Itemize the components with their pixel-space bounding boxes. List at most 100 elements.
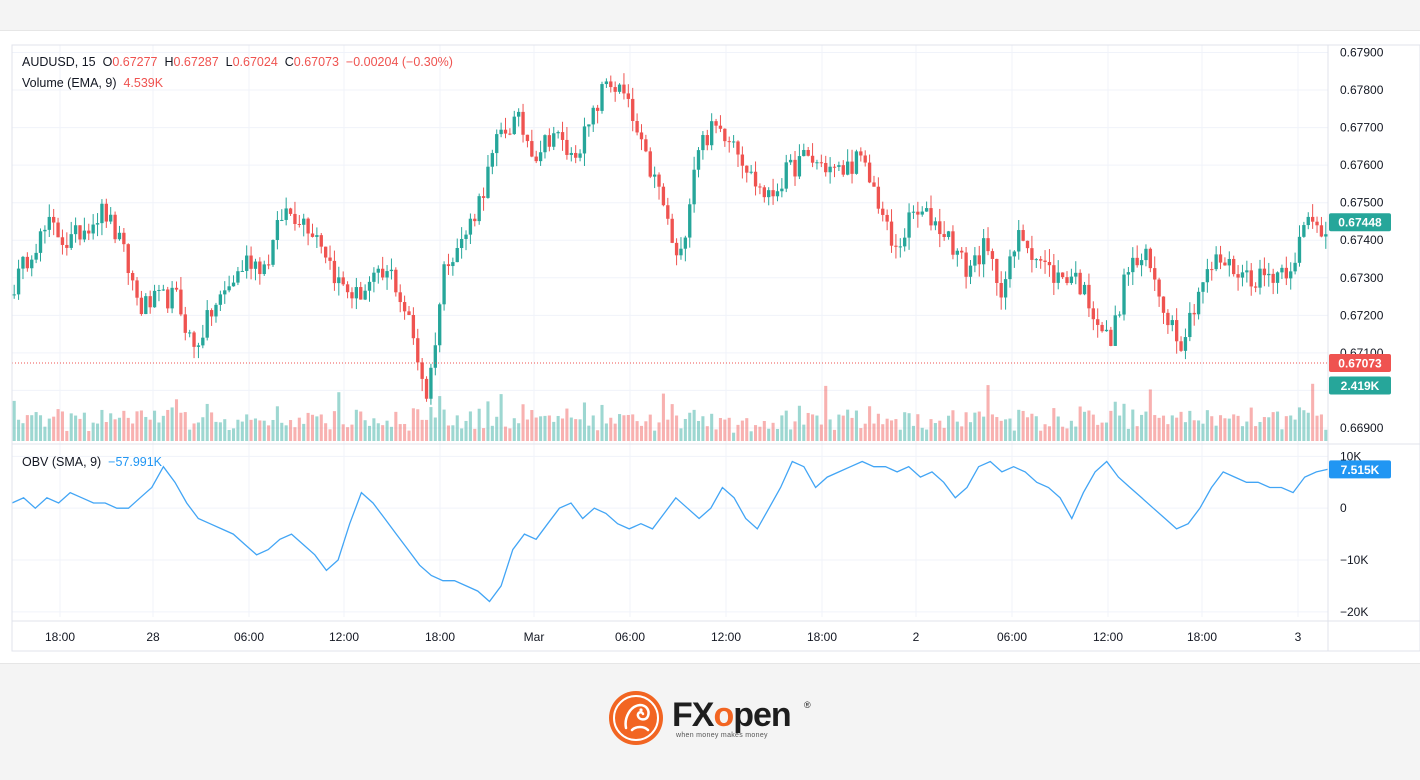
candle-body [784, 162, 788, 189]
volume-bar [925, 429, 929, 441]
volume-bar [1025, 417, 1030, 441]
volume-bar [135, 411, 139, 441]
candle-body [451, 262, 455, 267]
volume-bar [253, 418, 257, 441]
candle-body [65, 244, 69, 248]
candle-body [872, 182, 876, 187]
volume-bar [381, 425, 385, 441]
volume-bar [933, 423, 937, 441]
candle-body [1210, 269, 1214, 271]
price-legend: AUDUSD, 15 O0.67277 H0.67287 L0.67024 C0… [22, 55, 453, 69]
time-tick-label: 06:00 [615, 630, 645, 644]
time-tick-label: 18:00 [45, 630, 75, 644]
volume-bar [157, 422, 161, 441]
volume-bar [644, 421, 648, 441]
candle-body [21, 256, 25, 269]
candle-body [657, 174, 661, 187]
volume-bar [881, 424, 885, 441]
candle-body [231, 282, 236, 287]
volume-bar [82, 412, 86, 441]
candle-body [302, 218, 306, 225]
volume-bar [43, 426, 47, 441]
candle-body [1271, 273, 1275, 283]
candle-body [1324, 234, 1328, 237]
volume-bar [275, 406, 279, 441]
candle-body [749, 171, 753, 173]
volume-bar [464, 420, 468, 441]
volume-bar [574, 419, 578, 441]
candle-body [328, 257, 332, 261]
volume-bar [1096, 424, 1100, 441]
candle-body [1091, 308, 1095, 320]
candle-body [806, 149, 810, 156]
volume-bar [416, 409, 420, 441]
volume-bar [626, 414, 630, 441]
volume-bar [885, 418, 889, 441]
volume-bar [653, 430, 657, 441]
volume-bar [1170, 415, 1174, 441]
volume-bar [1236, 415, 1240, 441]
candle-body [315, 235, 319, 237]
price-tick-label: 0.67800 [1340, 83, 1384, 97]
volume-bar [210, 412, 214, 441]
candle-body [1201, 282, 1205, 292]
candle-body [1082, 284, 1087, 295]
volume-bar [337, 392, 341, 441]
candle-body [402, 302, 407, 312]
volume-bar [249, 419, 253, 441]
candle-body [924, 208, 929, 212]
volume-bar [1012, 430, 1016, 441]
volume-bar [131, 423, 135, 441]
volume-bar [964, 412, 968, 441]
chart-canvas[interactable]: 0.67900 0.67800 0.67700 0.67600 0.67500 0.674… [0, 31, 1420, 663]
candle-body [398, 292, 402, 303]
volume-bar [196, 422, 200, 441]
obv-legend: OBV (SMA, 9) −57.991K [22, 455, 162, 469]
volume-bar [170, 407, 174, 441]
candle-body [25, 256, 30, 269]
candle-body [174, 287, 179, 290]
volume-bar [433, 417, 437, 441]
candle-body [758, 186, 762, 188]
volume-bar [267, 425, 271, 441]
volume-bar [639, 425, 644, 441]
volume-bar [596, 430, 600, 441]
brand-o: o [713, 696, 734, 734]
volume-bar [1069, 420, 1073, 441]
candle-body [416, 338, 420, 363]
candle-body [179, 289, 183, 315]
candle-body [674, 242, 679, 256]
candle-body [109, 214, 113, 222]
candle-body [60, 237, 65, 245]
volume-bar [1311, 383, 1315, 441]
time-tick-label: 12:00 [1093, 630, 1123, 644]
candle-body [249, 255, 253, 269]
volume-bar [1223, 418, 1227, 441]
volume-bar [534, 417, 538, 441]
candle-body [1249, 270, 1253, 287]
volume-bar [929, 419, 933, 441]
volume-bar [34, 412, 38, 441]
candle-body [968, 265, 973, 277]
volume-bar [1276, 411, 1280, 441]
volume-bar [359, 411, 363, 441]
volume-bar [1104, 422, 1109, 441]
volume-bar [859, 428, 863, 441]
candle-body [639, 132, 644, 140]
volume-bar [1214, 425, 1218, 441]
candle-body [762, 187, 766, 198]
candle-body [82, 230, 87, 240]
candle-body [1109, 329, 1113, 346]
candle-body [1174, 320, 1179, 342]
obv-tick-label: −10K [1340, 553, 1368, 567]
candle-body [144, 296, 148, 315]
candle-body [258, 261, 262, 275]
candle-body [337, 277, 341, 284]
candle-body [218, 294, 223, 305]
candle-body [525, 134, 530, 142]
price-tick-label: 0.67900 [1340, 46, 1384, 60]
candle-body [885, 214, 889, 222]
candle-body [214, 304, 218, 317]
volume-bar [398, 424, 402, 441]
volume-bar [990, 414, 994, 441]
